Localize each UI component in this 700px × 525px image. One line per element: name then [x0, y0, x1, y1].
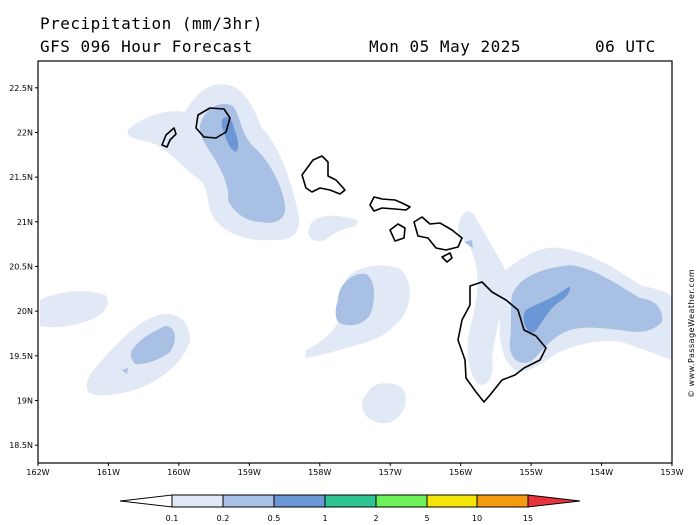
island-kahoolawe [441, 252, 453, 263]
precip-area-southwest-dot [122, 368, 128, 374]
lat-label: 22N [17, 128, 33, 137]
forecast-time: 06 UTC [595, 37, 656, 56]
lon-label: 159W [238, 468, 261, 477]
lon-label: 154W [590, 468, 613, 477]
lon-label: 153W [660, 468, 683, 477]
island-molokai [369, 196, 411, 212]
precip-area-west [40, 291, 108, 328]
colorbar-segment [222, 494, 275, 508]
precip-area-southwest-core [130, 326, 175, 365]
colorbar-label: 2 [373, 514, 378, 523]
latitude-axis: 22.5N 22N 21.5N 21N 20.5N 20N 19.5N 19N 18.5N [9, 84, 38, 450]
lon-label: 156W [449, 468, 472, 477]
lat-label: 19N [17, 396, 33, 405]
island-oahu [301, 155, 346, 195]
precip-area-hawaii-max [523, 286, 570, 333]
colorbar-over-triangle [527, 494, 581, 508]
precip-area-kauai-core [199, 104, 286, 223]
precip-area-hawaii-west [458, 211, 510, 385]
colorbar-label: 15 [523, 514, 533, 523]
lon-label: 162W [26, 468, 49, 477]
lat-label: 19.5N [9, 352, 33, 361]
colorbar-label: 10 [472, 514, 482, 523]
precip-area-central-core [335, 273, 375, 326]
lon-label: 158W [308, 468, 331, 477]
colorbar-label: 0.5 [268, 514, 281, 523]
lat-label: 20.5N [9, 262, 33, 271]
colorbar-label: 1 [322, 514, 327, 523]
colorbar-label: 0.1 [166, 514, 179, 523]
lat-label: 22.5N [9, 84, 33, 93]
watermark: © www.PassageWeather.com [687, 269, 696, 398]
lat-label: 21N [17, 218, 33, 227]
colorbar-label: 0.2 [217, 514, 230, 523]
precip-dark-band [221, 117, 570, 333]
forecast-date: Mon 05 May 2025 [369, 37, 521, 56]
lon-label: 161W [97, 468, 120, 477]
colorbar-segment [273, 494, 326, 508]
precip-field [40, 84, 672, 424]
island-maui [413, 216, 463, 251]
lon-label: 160W [167, 468, 190, 477]
forecast-label: GFS 096 Hour Forecast [40, 37, 253, 56]
island-hawaii [457, 281, 547, 403]
lat-label: 21.5N [9, 173, 33, 182]
lat-label: 20N [17, 307, 33, 316]
island-niihau [161, 127, 177, 148]
lat-label: 18.5N [9, 441, 33, 450]
precip-area-kauai-max [221, 117, 239, 152]
colorbar-segment [426, 494, 478, 508]
colorbar-segment [171, 494, 224, 508]
precip-area-oahu-south [308, 215, 358, 242]
colorbar-label: 5 [424, 514, 429, 523]
colorbar-segment [476, 494, 529, 508]
map-title: Precipitation (mm/3hr) [40, 14, 263, 33]
precip-light-band [40, 84, 672, 424]
lon-label: 157W [379, 468, 402, 477]
longitude-axis: 162W 161W 160W 159W 158W 157W 156W 155W 154W 153W [26, 463, 684, 477]
island-kauai [195, 107, 231, 139]
map-frame [37, 60, 673, 464]
precip-medium-band [122, 104, 663, 374]
colorbar-segment [375, 494, 428, 508]
precip-area-maui-spot [464, 240, 473, 248]
colorbar-segment [324, 494, 377, 508]
lon-label: 155W [520, 468, 543, 477]
precip-area-south [362, 383, 406, 424]
colorbar-under-triangle [119, 494, 173, 508]
precip-area-hawaii-core [509, 265, 663, 363]
precipitation-colorbar: 0.1 0.2 0.5 1 2 5 10 15 [119, 494, 581, 523]
island-lanai [389, 223, 406, 242]
island-outlines [161, 107, 547, 403]
